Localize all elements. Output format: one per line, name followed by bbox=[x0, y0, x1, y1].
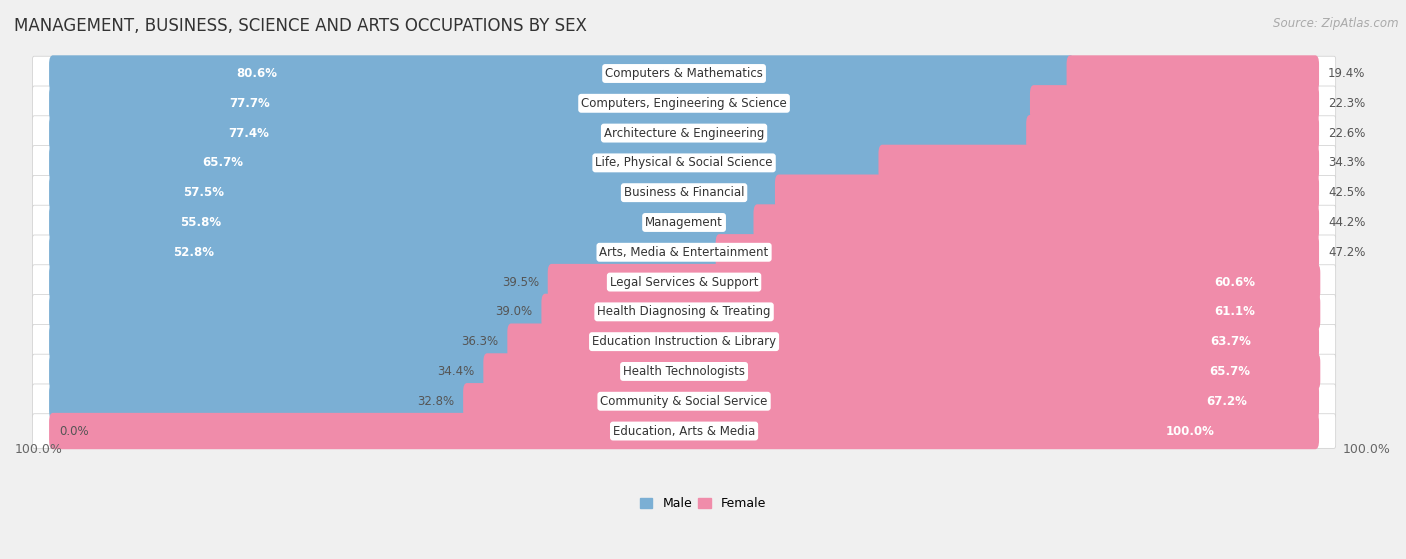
FancyBboxPatch shape bbox=[49, 204, 761, 241]
FancyBboxPatch shape bbox=[49, 413, 1319, 449]
FancyBboxPatch shape bbox=[32, 176, 1336, 210]
Text: 44.2%: 44.2% bbox=[1327, 216, 1365, 229]
FancyBboxPatch shape bbox=[32, 324, 1336, 359]
Text: Life, Physical & Social Science: Life, Physical & Social Science bbox=[595, 157, 773, 169]
FancyBboxPatch shape bbox=[32, 86, 1336, 121]
Text: 63.7%: 63.7% bbox=[1211, 335, 1251, 348]
Text: 65.7%: 65.7% bbox=[1209, 365, 1250, 378]
FancyBboxPatch shape bbox=[49, 145, 886, 181]
FancyBboxPatch shape bbox=[49, 55, 1074, 92]
Text: Health Diagnosing & Treating: Health Diagnosing & Treating bbox=[598, 305, 770, 319]
Text: 42.5%: 42.5% bbox=[1327, 186, 1365, 199]
Text: Arts, Media & Entertainment: Arts, Media & Entertainment bbox=[599, 246, 769, 259]
Text: 52.8%: 52.8% bbox=[173, 246, 214, 259]
Text: 61.1%: 61.1% bbox=[1213, 305, 1254, 319]
FancyBboxPatch shape bbox=[32, 414, 1336, 448]
FancyBboxPatch shape bbox=[32, 116, 1336, 150]
Text: 77.4%: 77.4% bbox=[229, 126, 270, 140]
Text: Architecture & Engineering: Architecture & Engineering bbox=[603, 126, 765, 140]
Text: 60.6%: 60.6% bbox=[1215, 276, 1256, 288]
FancyBboxPatch shape bbox=[49, 234, 723, 271]
Text: 22.6%: 22.6% bbox=[1327, 126, 1365, 140]
FancyBboxPatch shape bbox=[32, 384, 1336, 419]
Text: Management: Management bbox=[645, 216, 723, 229]
Text: 32.8%: 32.8% bbox=[418, 395, 454, 408]
FancyBboxPatch shape bbox=[32, 354, 1336, 389]
Text: 67.2%: 67.2% bbox=[1206, 395, 1247, 408]
FancyBboxPatch shape bbox=[484, 353, 1320, 390]
FancyBboxPatch shape bbox=[49, 85, 1038, 121]
Text: Community & Social Service: Community & Social Service bbox=[600, 395, 768, 408]
FancyBboxPatch shape bbox=[32, 265, 1336, 300]
FancyBboxPatch shape bbox=[32, 295, 1336, 329]
Text: 55.8%: 55.8% bbox=[180, 216, 221, 229]
Text: 77.7%: 77.7% bbox=[229, 97, 270, 110]
FancyBboxPatch shape bbox=[1067, 55, 1319, 92]
Text: 100.0%: 100.0% bbox=[1166, 424, 1215, 438]
FancyBboxPatch shape bbox=[49, 353, 491, 390]
Text: 65.7%: 65.7% bbox=[202, 157, 243, 169]
Text: 80.6%: 80.6% bbox=[236, 67, 277, 80]
Text: Source: ZipAtlas.com: Source: ZipAtlas.com bbox=[1274, 17, 1399, 30]
FancyBboxPatch shape bbox=[32, 145, 1336, 180]
Text: 100.0%: 100.0% bbox=[15, 443, 63, 456]
FancyBboxPatch shape bbox=[541, 293, 1320, 330]
FancyBboxPatch shape bbox=[1031, 85, 1319, 121]
FancyBboxPatch shape bbox=[508, 324, 1319, 360]
FancyBboxPatch shape bbox=[49, 174, 783, 211]
FancyBboxPatch shape bbox=[879, 145, 1319, 181]
Text: Education, Arts & Media: Education, Arts & Media bbox=[613, 424, 755, 438]
FancyBboxPatch shape bbox=[1026, 115, 1319, 151]
FancyBboxPatch shape bbox=[49, 324, 515, 360]
Text: 19.4%: 19.4% bbox=[1327, 67, 1365, 80]
FancyBboxPatch shape bbox=[716, 234, 1319, 271]
FancyBboxPatch shape bbox=[49, 264, 555, 300]
FancyBboxPatch shape bbox=[463, 383, 1319, 419]
FancyBboxPatch shape bbox=[32, 205, 1336, 240]
Text: 39.0%: 39.0% bbox=[495, 305, 533, 319]
FancyBboxPatch shape bbox=[754, 204, 1319, 241]
Text: 39.5%: 39.5% bbox=[502, 276, 538, 288]
FancyBboxPatch shape bbox=[49, 115, 1033, 151]
FancyBboxPatch shape bbox=[49, 293, 548, 330]
Text: 0.0%: 0.0% bbox=[59, 424, 89, 438]
Legend: Male, Female: Male, Female bbox=[636, 492, 770, 515]
Text: 57.5%: 57.5% bbox=[184, 186, 225, 199]
Text: 36.3%: 36.3% bbox=[461, 335, 499, 348]
FancyBboxPatch shape bbox=[32, 235, 1336, 269]
FancyBboxPatch shape bbox=[775, 174, 1319, 211]
Text: 34.3%: 34.3% bbox=[1327, 157, 1365, 169]
Text: Health Technologists: Health Technologists bbox=[623, 365, 745, 378]
Text: 34.4%: 34.4% bbox=[437, 365, 474, 378]
Text: Computers & Mathematics: Computers & Mathematics bbox=[605, 67, 763, 80]
Text: 100.0%: 100.0% bbox=[1343, 443, 1391, 456]
FancyBboxPatch shape bbox=[49, 383, 471, 419]
Text: Legal Services & Support: Legal Services & Support bbox=[610, 276, 758, 288]
Text: Education Instruction & Library: Education Instruction & Library bbox=[592, 335, 776, 348]
Text: MANAGEMENT, BUSINESS, SCIENCE AND ARTS OCCUPATIONS BY SEX: MANAGEMENT, BUSINESS, SCIENCE AND ARTS O… bbox=[14, 17, 586, 35]
Text: 22.3%: 22.3% bbox=[1327, 97, 1365, 110]
Text: Business & Financial: Business & Financial bbox=[624, 186, 744, 199]
Text: Computers, Engineering & Science: Computers, Engineering & Science bbox=[581, 97, 787, 110]
FancyBboxPatch shape bbox=[548, 264, 1320, 300]
Text: 47.2%: 47.2% bbox=[1327, 246, 1365, 259]
FancyBboxPatch shape bbox=[32, 56, 1336, 91]
